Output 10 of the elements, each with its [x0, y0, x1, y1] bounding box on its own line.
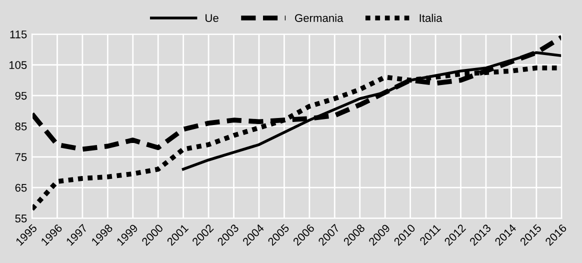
- legend-label: Italia: [420, 14, 442, 22]
- y-tick-label: 105: [9, 61, 27, 70]
- y-tick-label: 115: [10, 30, 27, 38]
- y-tick-label: 75: [15, 153, 27, 162]
- legend-label: Ue: [206, 14, 218, 22]
- y-tick-label: 95: [15, 92, 27, 100]
- y-tick-label: 85: [15, 122, 27, 130]
- y-tick-label: 55: [15, 214, 27, 222]
- y-tick-label: 65: [15, 184, 27, 192]
- legend-label: Germania: [295, 14, 344, 22]
